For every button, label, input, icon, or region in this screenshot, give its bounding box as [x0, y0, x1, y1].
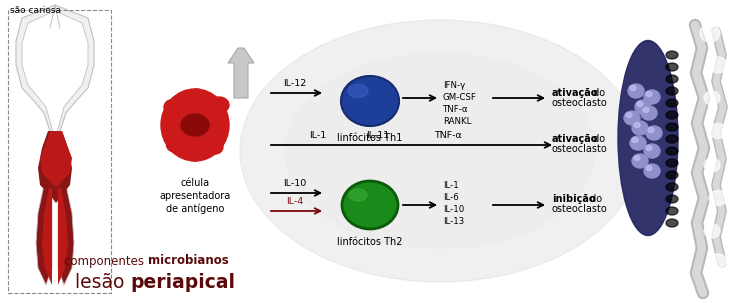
Ellipse shape	[709, 57, 727, 73]
Text: osteoclasto: osteoclasto	[552, 98, 608, 108]
Ellipse shape	[628, 84, 644, 98]
Text: lesão: lesão	[75, 274, 130, 292]
Text: IFN-γ
GM-CSF
TNF-α
RANKL: IFN-γ GM-CSF TNF-α RANKL	[443, 81, 477, 126]
Ellipse shape	[704, 91, 720, 105]
Ellipse shape	[666, 147, 678, 155]
Text: IL-11: IL-11	[367, 131, 389, 140]
Ellipse shape	[181, 114, 209, 136]
Ellipse shape	[709, 254, 727, 268]
Text: IL-1: IL-1	[309, 131, 327, 140]
Polygon shape	[38, 131, 72, 203]
Ellipse shape	[632, 154, 648, 168]
Ellipse shape	[646, 165, 652, 171]
Ellipse shape	[626, 112, 632, 118]
Ellipse shape	[700, 24, 720, 42]
Text: linfócitos Th2: linfócitos Th2	[338, 237, 402, 247]
Ellipse shape	[666, 123, 678, 131]
Ellipse shape	[666, 63, 678, 71]
Ellipse shape	[348, 85, 368, 98]
Ellipse shape	[644, 164, 660, 178]
Text: osteoclasto: osteoclasto	[552, 204, 608, 214]
Ellipse shape	[641, 106, 657, 120]
Ellipse shape	[624, 111, 640, 125]
Polygon shape	[58, 188, 68, 285]
Ellipse shape	[666, 171, 678, 179]
Ellipse shape	[666, 51, 678, 59]
Ellipse shape	[644, 90, 660, 104]
Polygon shape	[228, 48, 254, 98]
Ellipse shape	[341, 76, 399, 126]
Ellipse shape	[342, 181, 398, 229]
Text: são cariosa: são cariosa	[10, 6, 61, 15]
Text: IL-4: IL-4	[286, 197, 303, 206]
Ellipse shape	[161, 89, 229, 161]
Text: microbianos: microbianos	[148, 255, 229, 268]
Ellipse shape	[634, 122, 640, 128]
Ellipse shape	[618, 41, 678, 235]
Ellipse shape	[240, 20, 640, 282]
Text: do: do	[587, 194, 602, 204]
Ellipse shape	[632, 138, 638, 142]
Text: ativação: ativação	[552, 134, 599, 144]
Text: IL-10: IL-10	[284, 179, 307, 188]
Ellipse shape	[190, 89, 204, 101]
Ellipse shape	[207, 140, 223, 154]
Text: do: do	[590, 134, 605, 144]
Text: osteoclasto: osteoclasto	[552, 144, 608, 154]
Ellipse shape	[166, 138, 184, 152]
Ellipse shape	[632, 121, 648, 135]
Ellipse shape	[646, 126, 662, 140]
Text: IL-12: IL-12	[284, 79, 307, 88]
Text: TNF-α: TNF-α	[434, 131, 462, 140]
Ellipse shape	[666, 87, 678, 95]
Ellipse shape	[666, 207, 678, 215]
Ellipse shape	[704, 224, 720, 238]
Ellipse shape	[666, 159, 678, 167]
Polygon shape	[58, 185, 74, 285]
Ellipse shape	[666, 183, 678, 191]
Ellipse shape	[646, 92, 652, 96]
Polygon shape	[36, 185, 52, 285]
Ellipse shape	[637, 102, 643, 106]
Ellipse shape	[666, 219, 678, 227]
Polygon shape	[16, 5, 94, 148]
Ellipse shape	[646, 145, 652, 151]
Text: do: do	[590, 88, 605, 98]
Ellipse shape	[648, 128, 654, 132]
Text: IL-1
IL-6
IL-10
IL-13: IL-1 IL-6 IL-10 IL-13	[443, 181, 464, 226]
Text: linfócitos Th1: linfócitos Th1	[338, 133, 402, 143]
Ellipse shape	[209, 97, 229, 113]
Ellipse shape	[643, 108, 649, 112]
Ellipse shape	[666, 99, 678, 107]
Text: periapical: periapical	[130, 274, 235, 292]
Ellipse shape	[666, 195, 678, 203]
Ellipse shape	[709, 124, 727, 138]
Polygon shape	[22, 11, 88, 141]
Ellipse shape	[709, 191, 727, 205]
Ellipse shape	[630, 136, 646, 150]
Bar	[8, 10, 111, 293]
Text: inibição: inibição	[552, 194, 596, 204]
Polygon shape	[42, 188, 52, 285]
Ellipse shape	[666, 75, 678, 83]
Ellipse shape	[630, 85, 636, 91]
Text: componentes: componentes	[64, 255, 148, 268]
Ellipse shape	[635, 100, 651, 114]
Ellipse shape	[644, 144, 660, 158]
Text: ativação: ativação	[552, 88, 599, 98]
Ellipse shape	[704, 158, 720, 172]
Ellipse shape	[666, 111, 678, 119]
Polygon shape	[40, 131, 72, 188]
Text: célula
apresentadora
de antígeno: célula apresentadora de antígeno	[160, 178, 230, 214]
Ellipse shape	[634, 155, 640, 161]
Ellipse shape	[188, 149, 202, 161]
Ellipse shape	[349, 189, 367, 201]
Ellipse shape	[666, 135, 678, 143]
Ellipse shape	[164, 99, 182, 115]
Ellipse shape	[285, 54, 595, 248]
